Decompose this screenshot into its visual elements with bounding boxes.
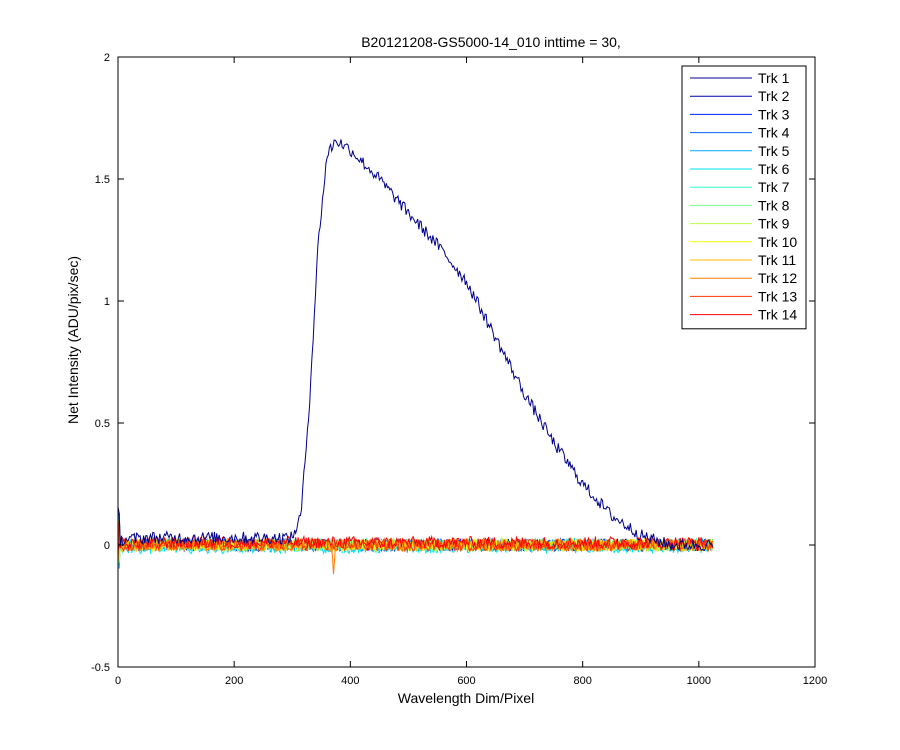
y-axis-title: Net Intensity (ADU/pix/sec) — [65, 256, 81, 424]
x-tick-label: 1200 — [803, 675, 827, 687]
legend-label: Trk 14 — [758, 307, 797, 323]
y-tick-label: 2 — [104, 52, 110, 64]
x-tick-label: 800 — [573, 675, 591, 687]
x-tick-label: 0 — [115, 675, 121, 687]
series-line-1 — [117, 139, 714, 552]
legend-label: Trk 10 — [758, 234, 797, 250]
legend-box — [681, 65, 807, 330]
chart-title: B20121208-GS5000-14_010 inttime = 30, — [361, 34, 621, 50]
legend-label: Trk 3 — [758, 106, 790, 122]
legend-label: Trk 6 — [758, 161, 790, 177]
legend-label: Trk 9 — [758, 216, 790, 232]
series-glitch — [331, 544, 336, 575]
legend-label: Trk 13 — [758, 288, 797, 304]
legend-label: Trk 12 — [758, 270, 797, 286]
y-tick-label: 1.5 — [95, 174, 110, 186]
y-tick-label: 0 — [104, 540, 110, 552]
y-tick-label: 1 — [104, 296, 110, 308]
y-tick-label: 0.5 — [95, 418, 110, 430]
series-line-12 — [117, 516, 714, 553]
legend-label: Trk 2 — [758, 88, 790, 104]
series-layer — [117, 139, 714, 575]
x-tick-label: 1000 — [687, 675, 711, 687]
legend-label: Trk 5 — [758, 143, 790, 159]
ticks-layer: 0 200 400 600 800 1000 1200 -0.5 0 0.5 1 1.5 2 — [91, 52, 827, 687]
legend-label: Trk 1 — [758, 70, 790, 86]
x-tick-label: 400 — [341, 675, 359, 687]
series-line-14 — [117, 534, 714, 551]
x-tick-label: 200 — [225, 675, 243, 687]
legend-label: Trk 11 — [758, 252, 796, 268]
legend-label: Trk 8 — [758, 197, 790, 213]
legend-label: Trk 4 — [758, 125, 790, 141]
y-tick-label: -0.5 — [91, 662, 110, 674]
x-axis-title: Wavelength Dim/Pixel — [398, 690, 534, 706]
x-tick-label: 600 — [457, 675, 475, 687]
legend-label: Trk 7 — [758, 179, 790, 195]
legend: Trk 1 Trk 2 Trk 3 Trk 4 Trk 5 Trk 6 Trk 7 Trk 8… — [681, 65, 807, 330]
